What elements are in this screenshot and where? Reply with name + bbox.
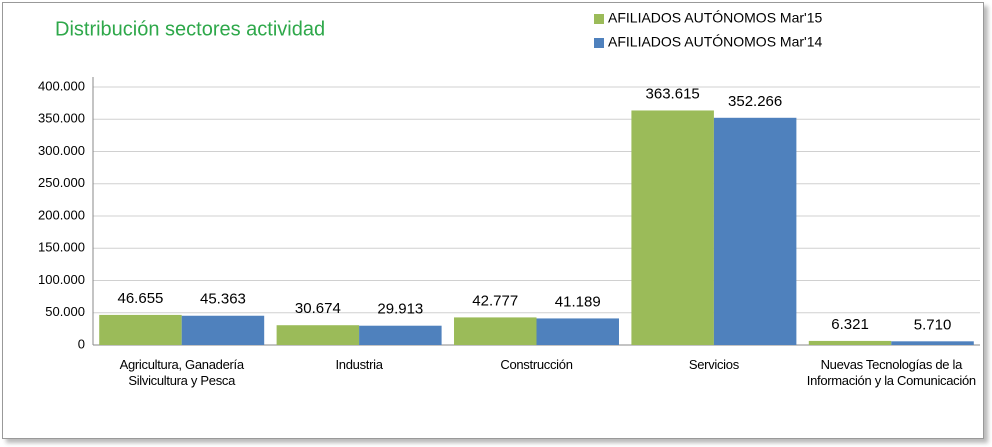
x-tick-label: Agricultura, Ganadería Silvicultura y Pe… <box>119 357 245 388</box>
y-tick-label: 300.000 <box>38 143 85 158</box>
legend-label: AFILIADOS AUTÓNOMOS Mar'15 <box>608 10 822 26</box>
bar <box>359 325 442 345</box>
legend-label: AFILIADOS AUTÓNOMOS Mar'14 <box>608 34 822 50</box>
y-tick-label: 50.000 <box>45 304 85 319</box>
y-tick-label: 350.000 <box>38 111 85 126</box>
value-label: 352.266 <box>728 93 782 110</box>
value-label: 46.655 <box>118 290 164 307</box>
x-tick-label: Industria <box>335 357 383 372</box>
legend-swatch <box>594 14 604 24</box>
value-label: 42.777 <box>472 292 518 309</box>
y-tick-label: 200.000 <box>38 207 85 222</box>
value-label: 363.615 <box>646 85 700 102</box>
bar <box>276 325 360 345</box>
chart-title: Distribución sectores actividad <box>55 18 325 40</box>
bar <box>891 341 974 345</box>
value-label: 45.363 <box>200 291 246 308</box>
value-label: 41.189 <box>555 293 601 310</box>
y-tick-label: 400.000 <box>38 78 85 93</box>
y-tick-label: 250.000 <box>38 175 85 190</box>
bar <box>181 315 265 345</box>
x-tick-label: Nuevas Tecnologías de la Información y l… <box>806 357 976 388</box>
y-tick-label: 150.000 <box>38 240 85 255</box>
x-tick-label: Servicios <box>688 357 739 372</box>
bar <box>454 317 537 345</box>
y-tick-label: 100.000 <box>38 272 85 287</box>
bar <box>536 318 619 345</box>
bar <box>99 314 182 345</box>
chart-frame <box>2 2 984 439</box>
bar <box>808 340 892 345</box>
value-label: 30.674 <box>295 300 341 317</box>
bar <box>631 110 714 345</box>
value-label: 6.321 <box>831 316 869 333</box>
x-tick-label: Construcción <box>500 357 573 372</box>
value-label: 5.710 <box>914 316 952 333</box>
bar <box>713 117 797 346</box>
legend-swatch <box>594 38 604 48</box>
value-label: 29.913 <box>377 301 423 318</box>
y-tick-label: 0 <box>78 336 85 351</box>
